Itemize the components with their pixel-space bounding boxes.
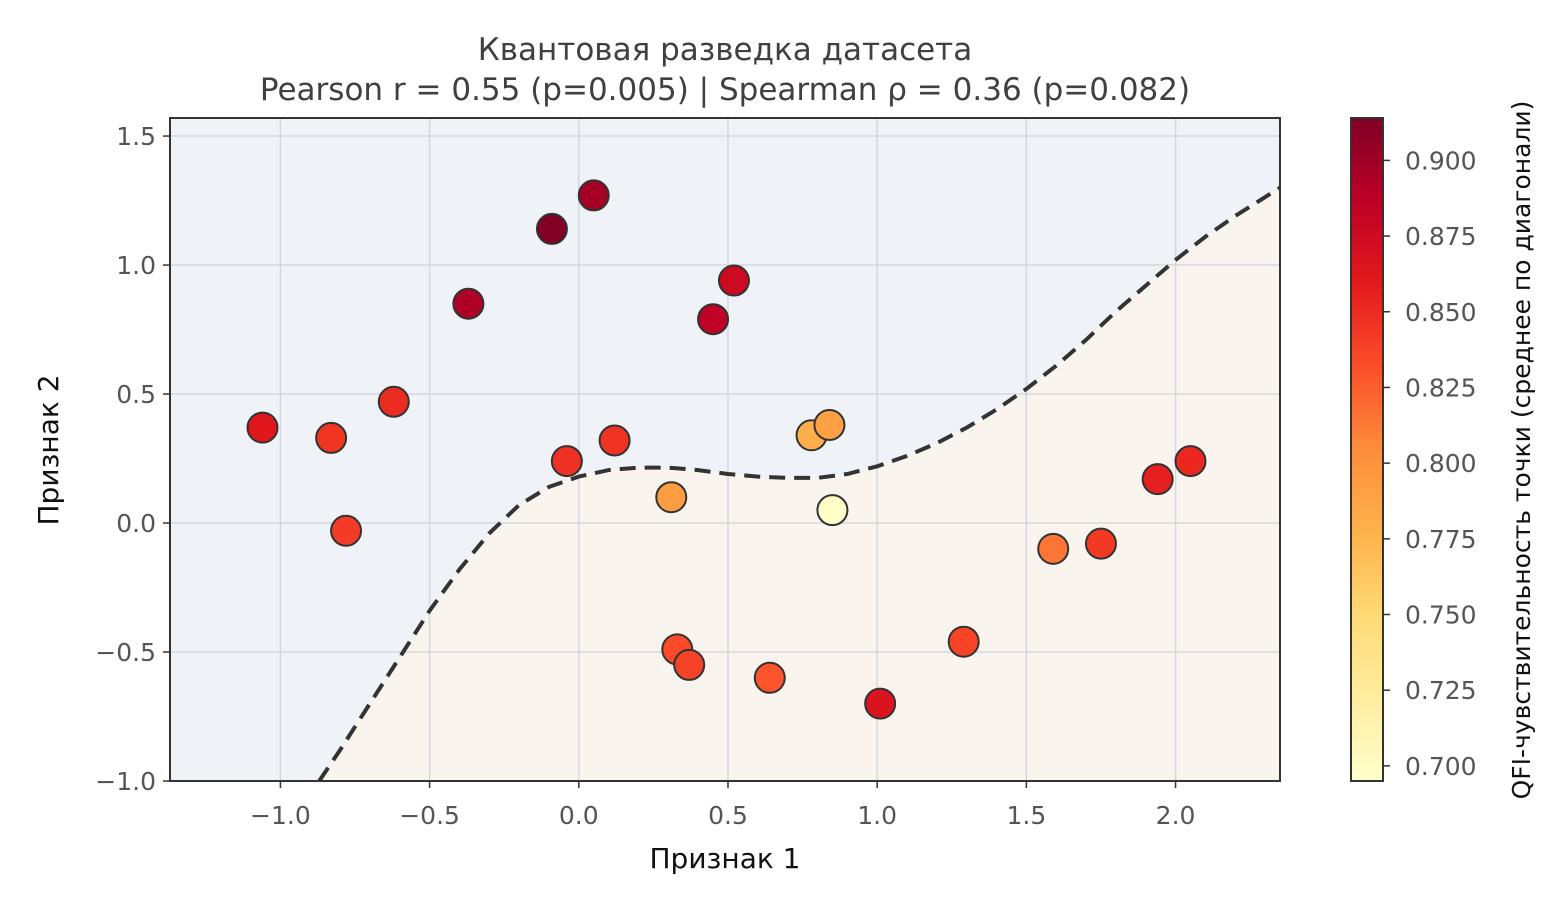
y-tick-label: 0.0: [116, 509, 156, 538]
data-point: [550, 445, 583, 478]
colorbar-tick-label: 0.900: [1405, 146, 1477, 175]
colorbar-ticks: 0.700 0.725 0.750 0.775 0.800 0.825 0.850 0.875…: [1383, 146, 1477, 781]
data-point: [717, 264, 750, 297]
colorbar-tick-label: 0.825: [1405, 373, 1477, 402]
colorbar-tick-label: 0.700: [1405, 752, 1477, 781]
y-tick-label: 1.5: [116, 122, 156, 151]
colorbar-tick-label: 0.850: [1405, 298, 1477, 327]
data-point: [1037, 532, 1070, 565]
x-axis-ticks: −1.0 −0.5 0.0 0.5 1.0 1.5 2.0: [250, 781, 1195, 830]
data-point: [535, 212, 568, 245]
x-tick-label: 1.0: [857, 801, 897, 830]
plot-frame: [169, 117, 1281, 782]
y-axis-ticks: −1.0 −0.5 0.0 0.5 1.0 1.5: [95, 122, 170, 796]
x-tick-label: −1.0: [250, 801, 311, 830]
y-tick-label: −1.0: [95, 767, 156, 796]
data-point: [816, 494, 849, 527]
colorbar-label: QFI-чувствительность точки (среднее по д…: [1507, 101, 1536, 800]
data-point: [673, 648, 706, 681]
chart-title: Квантовая разведка датасета: [478, 32, 973, 68]
data-point: [655, 481, 688, 514]
data-point: [315, 421, 348, 454]
colorbar-gradient: [1350, 117, 1384, 782]
data-point: [753, 661, 786, 694]
y-tick-label: −0.5: [95, 638, 156, 667]
colorbar-tick-label: 0.800: [1405, 449, 1477, 478]
grid-lines: [170, 118, 1280, 781]
y-tick-label: 1.0: [116, 251, 156, 280]
x-tick-label: 1.5: [1006, 801, 1046, 830]
data-point: [947, 625, 980, 658]
decision-boundary: [317, 186, 1280, 781]
x-tick-label: 2.0: [1156, 801, 1196, 830]
data-point: [864, 687, 897, 720]
chart-subtitle: Pearson r = 0.55 (p=0.005) | Spearman ρ …: [260, 72, 1190, 108]
x-tick-label: 0.5: [708, 801, 748, 830]
x-tick-label: −0.5: [399, 801, 460, 830]
y-tick-label: 0.5: [116, 380, 156, 409]
data-point: [598, 424, 631, 457]
colorbar-tick-label: 0.775: [1405, 525, 1477, 554]
data-point: [452, 287, 485, 320]
x-tick-label: 0.0: [559, 801, 599, 830]
decision-regions: [170, 118, 1280, 781]
data-point: [1141, 463, 1174, 496]
data-point: [813, 408, 846, 441]
colorbar-tick-label: 0.875: [1405, 222, 1477, 251]
data-points: [246, 179, 1207, 720]
data-point: [246, 411, 279, 444]
colorbar-tick-label: 0.725: [1405, 676, 1477, 705]
data-point: [1084, 527, 1117, 560]
x-axis-label: Признак 1: [649, 842, 800, 875]
region-lower: [319, 187, 1280, 781]
y-axis-label: Признак 2: [32, 374, 65, 525]
data-point: [697, 303, 730, 336]
data-point: [330, 514, 363, 547]
colorbar-tick-label: 0.750: [1405, 600, 1477, 629]
data-point: [577, 179, 610, 212]
data-point: [377, 385, 410, 418]
data-point: [1174, 445, 1207, 478]
